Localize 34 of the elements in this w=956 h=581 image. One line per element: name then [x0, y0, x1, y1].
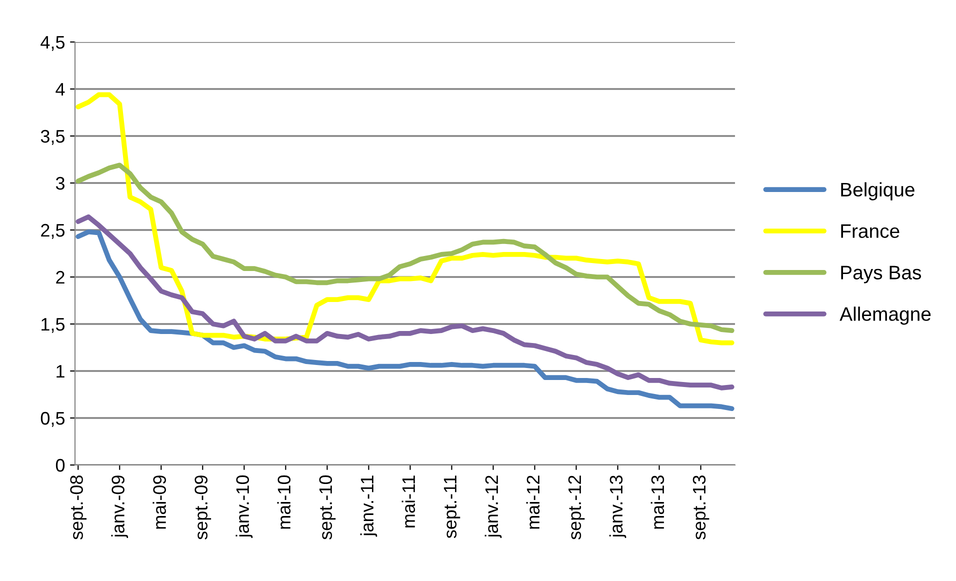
x-tick-label: sept.-13	[692, 476, 710, 540]
x-tick-label: janv.-13	[609, 476, 626, 538]
y-tick-label: 4	[56, 83, 65, 96]
legend-label: Allemagne	[840, 306, 931, 325]
legend-label: Belgique	[841, 182, 914, 200]
x-tick-label: mai-13	[650, 476, 664, 529]
y-tick-label: 0,5	[40, 412, 65, 427]
line-series	[76, 92, 734, 346]
x-tick-label: mai-12	[526, 476, 540, 529]
x-tick-label: sept.-10	[319, 475, 336, 540]
line-series	[76, 214, 734, 390]
line-series	[76, 162, 734, 334]
x-tick-label: janv.-12	[484, 476, 502, 538]
y-tick-label: 1,5	[42, 318, 65, 333]
y-tick-label: 0	[56, 458, 65, 472]
x-tick-label: janv.-11	[360, 476, 378, 537]
x-tick-label: sept.-08	[70, 476, 87, 540]
y-tick-label: 2,5	[41, 224, 65, 239]
x-tick-label: mai-11	[402, 476, 416, 528]
line-series	[76, 229, 734, 412]
legend-label: Pays Bas	[841, 266, 922, 284]
y-tick-label: 4,5	[40, 36, 65, 51]
x-tick-label: sept.-09	[194, 476, 212, 540]
x-tick-label: sept.-12	[568, 476, 585, 540]
x-tick-label: janv.-09	[111, 476, 128, 538]
legend-label: France	[841, 224, 900, 238]
x-tick-label: janv.-10	[236, 475, 253, 538]
x-tick-label: mai-10	[277, 475, 291, 529]
y-tick-label: 2	[56, 270, 64, 284]
x-tick-label: sept.-11	[444, 476, 460, 538]
y-tick-label: 3,5	[40, 130, 65, 145]
y-tick-label: 3	[56, 176, 64, 190]
x-tick-label: mai-09	[152, 476, 166, 529]
y-tick-label: 1	[56, 365, 64, 378]
